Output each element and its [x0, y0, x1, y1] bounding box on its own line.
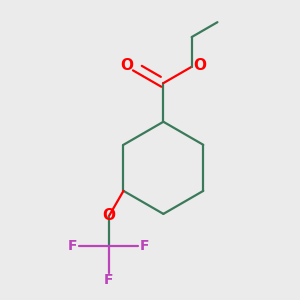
- Text: O: O: [120, 58, 133, 73]
- Text: O: O: [194, 58, 206, 73]
- Text: O: O: [102, 208, 115, 223]
- Text: F: F: [140, 239, 150, 253]
- Text: F: F: [104, 273, 113, 286]
- Text: F: F: [68, 239, 77, 253]
